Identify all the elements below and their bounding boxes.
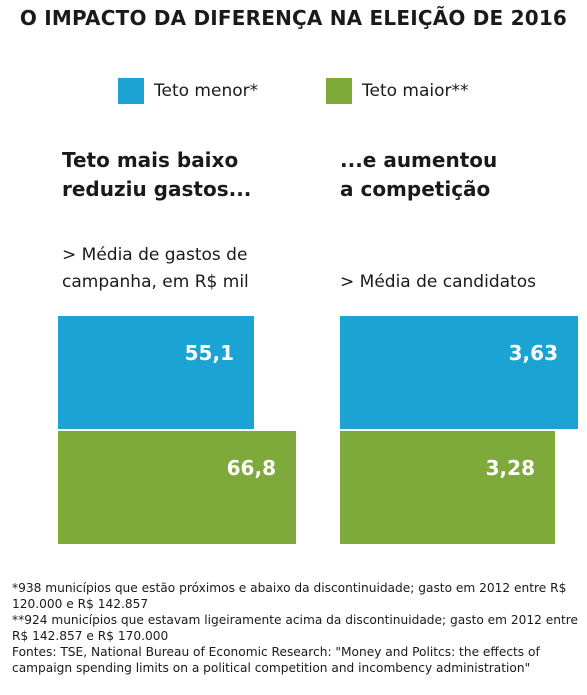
panel-left-heading: Teto mais baixo reduziu gastos...: [62, 148, 252, 201]
chart-title: O IMPACTO DA DIFERENÇA NA ELEIÇÃO DE 201…: [19, 6, 568, 30]
legend-label-teto-maior: Teto maior**: [362, 81, 469, 101]
legend-swatch-teto-menor: [118, 78, 144, 104]
panel-left-subtitle: > Média de gastos de campanha, em R$ mil: [62, 245, 249, 292]
legend-item-teto-maior: Teto maior**: [326, 74, 469, 108]
legend-label-teto-menor: Teto menor*: [154, 81, 259, 101]
candidates-bar-teto-menor: [340, 316, 578, 429]
legend-item-teto-menor: Teto menor*: [118, 74, 258, 108]
legend: Teto menor* Teto maior**: [0, 74, 587, 108]
footnote-teto-menor: *938 municípios que estão próximos e aba…: [12, 581, 567, 611]
legend-swatch-teto-maior: [326, 78, 352, 104]
footnote-teto-maior: **924 municípios que estavam ligeirament…: [12, 613, 579, 643]
footnotes: *938 municípios que estão próximos e aba…: [12, 580, 582, 676]
sources-note: Fontes: TSE, National Bureau of Economic…: [12, 645, 540, 675]
candidates-bar-chart: 3,63 3,28: [340, 316, 578, 544]
spending-bar-chart: 55,1 66,8: [58, 316, 296, 544]
panel-right-subtitle: > Média de candidatos: [340, 272, 536, 292]
spending-bar-teto-maior: [58, 431, 296, 544]
spending-bar-teto-menor: [58, 316, 254, 429]
spending-value-label-teto-menor: 55,1: [185, 341, 234, 365]
candidates-value-label-teto-maior: 3,28: [486, 456, 535, 480]
candidates-bar-teto-maior: [340, 431, 555, 544]
candidates-value-label-teto-menor: 3,63: [509, 341, 558, 365]
spending-value-label-teto-maior: 66,8: [227, 456, 276, 480]
panel-right-heading: ...e aumentou a competição: [340, 148, 498, 201]
